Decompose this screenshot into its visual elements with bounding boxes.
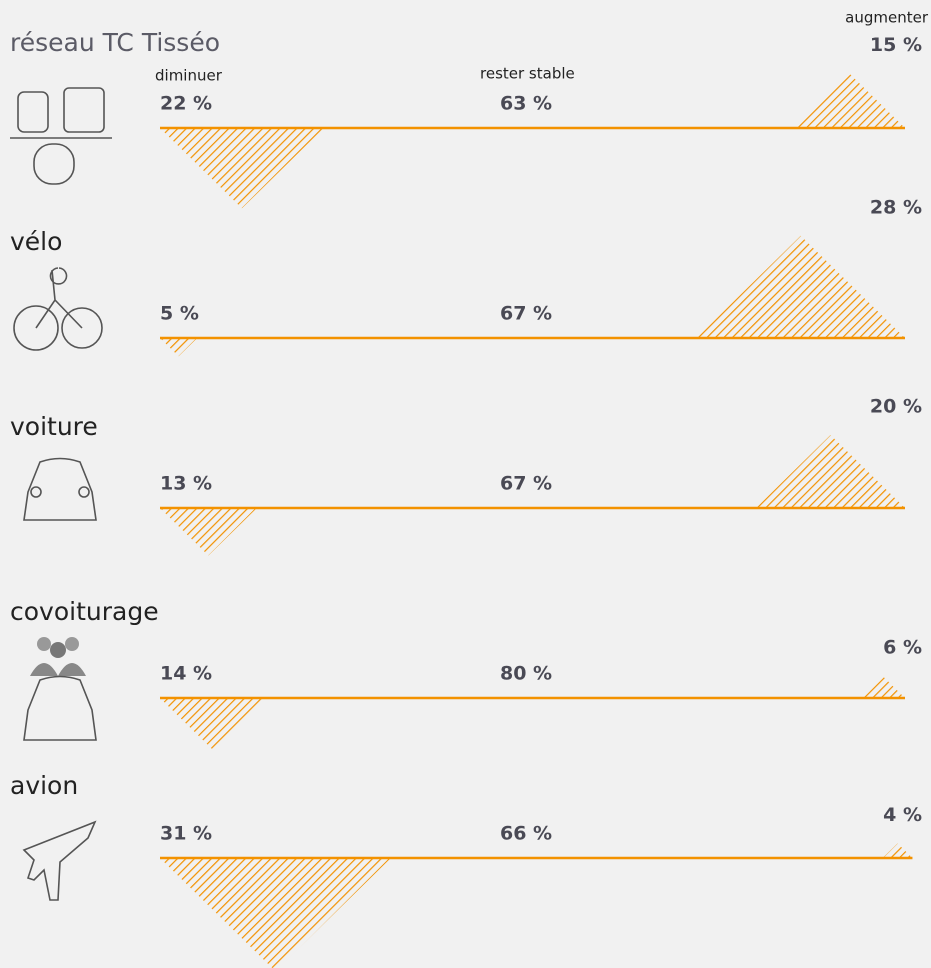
value-label: 63 % — [500, 93, 552, 115]
value-label: 14 % — [160, 663, 212, 685]
icon-carpool — [23, 637, 97, 741]
category-label: voiture — [10, 412, 98, 441]
decrease-triangle — [160, 338, 198, 357]
decrease-triangle — [160, 508, 257, 556]
decrease-triangle — [160, 128, 324, 209]
decrease-triangle — [160, 858, 391, 968]
value-label: 22 % — [160, 93, 212, 115]
value-label: 6 % — [883, 637, 922, 659]
series-name: rester stable — [480, 65, 575, 83]
category-label: avion — [10, 771, 78, 800]
value-label: 20 % — [870, 396, 922, 418]
category-label: vélo — [10, 227, 62, 256]
icon-bike — [13, 267, 103, 351]
increase-triangle — [756, 435, 905, 508]
value-label: 80 % — [500, 663, 552, 685]
value-label: 67 % — [500, 473, 552, 495]
series-name: augmenter — [845, 9, 929, 27]
value-label: 4 % — [883, 804, 922, 826]
increase-triangle — [696, 235, 905, 338]
icon-car — [23, 457, 97, 521]
series-name: diminuer — [155, 67, 223, 85]
increase-triangle — [882, 843, 913, 858]
category-label: covoiturage — [10, 597, 159, 626]
value-label: 31 % — [160, 823, 212, 845]
icon-plane — [22, 820, 97, 901]
increase-triangle — [793, 73, 905, 128]
value-label: 67 % — [500, 303, 552, 325]
category-label: réseau TC Tisséo — [10, 28, 220, 57]
increase-triangle — [860, 676, 905, 698]
value-label: 28 % — [870, 196, 922, 218]
value-label: 15 % — [870, 34, 922, 56]
value-label: 13 % — [160, 473, 212, 495]
value-label: 5 % — [160, 303, 199, 325]
icon-transit — [10, 87, 112, 185]
value-label: 66 % — [500, 823, 552, 845]
decrease-triangle — [160, 698, 265, 750]
